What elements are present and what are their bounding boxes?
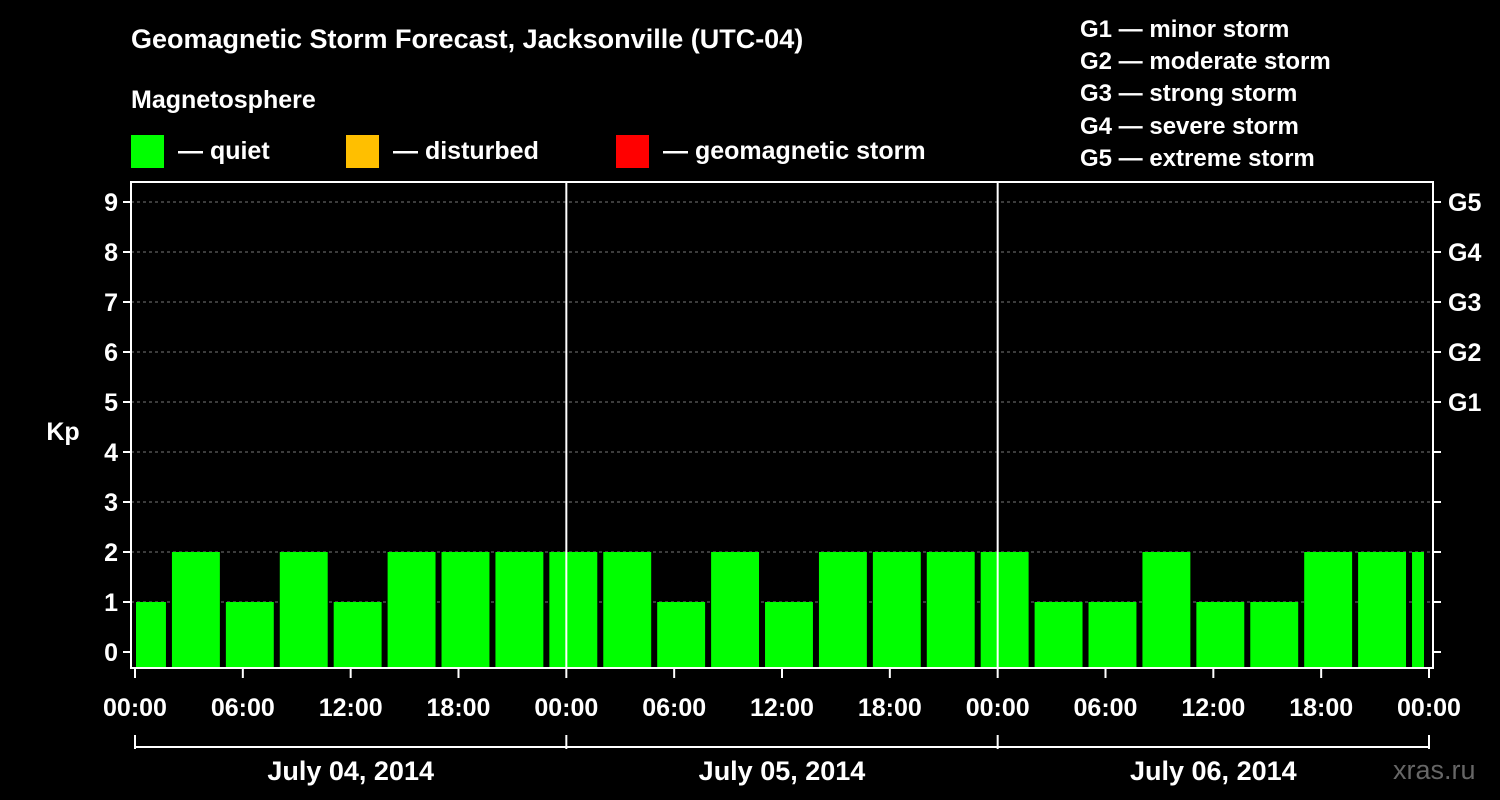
g-legend-g5: G5 — extreme storm [1080,144,1315,172]
kp-bar [1196,602,1245,668]
legend-subtitle: Magnetosphere [131,86,316,114]
kp-bar [549,552,598,668]
kp-bar [980,552,1029,668]
kp-bar [387,552,436,668]
y-tick-label: 0 [104,639,118,667]
g-legend-g1: G1 — minor storm [1080,16,1290,43]
legend-item-disturbed: — disturbed [346,134,539,168]
y-tick-label: 6 [104,339,118,367]
g-legend-g3: G3 — strong storm [1080,80,1298,108]
kp-bar [872,552,921,668]
kp-bar [818,552,867,668]
x-tick-label: 18:00 [1289,694,1353,722]
legend-item-storm: — geomagnetic storm [616,134,926,168]
x-tick-label: 00:00 [534,694,598,722]
y-tick-label: 2 [104,539,118,567]
kp-bar [1250,602,1299,668]
y-tick-label: 8 [104,239,118,267]
x-tick-label: 12:00 [319,694,383,722]
x-tick-label: 12:00 [1181,694,1245,722]
kp-bar [225,602,274,668]
legend-label-storm: — geomagnetic storm [663,136,926,165]
kp-bar [171,552,220,668]
legend-label-quiet: — quiet [178,136,270,165]
y-tick-label: 3 [104,489,118,517]
y-tick-label: 1 [104,589,118,617]
legend-item-quiet: — quiet [131,134,270,168]
y-tick-label: 7 [104,289,118,317]
y-tick-label: 9 [104,189,118,217]
legend-label-disturbed: — disturbed [393,136,539,165]
day-label: July 05, 2014 [699,756,866,786]
kp-bar [441,552,490,668]
kp-bar [1034,602,1083,668]
x-tick-label: 12:00 [750,694,814,722]
x-tick-label: 06:00 [642,694,706,722]
g-scale-legend: G1 — minor storm G2 — moderate storm G3 … [1080,14,1331,175]
x-tick-label: 00:00 [103,694,167,722]
day-label: July 06, 2014 [1130,756,1297,786]
legend-swatch-storm [616,134,649,168]
g-legend-g2: G2 — moderate storm [1080,48,1331,76]
y-tick-label: 4 [104,439,118,467]
kp-bar [1088,602,1137,668]
kp-bar [1412,552,1424,668]
g-level-label: G1 [1448,389,1481,417]
y-axis-label: Kp [46,418,79,446]
chart-title: Geomagnetic Storm Forecast, Jacksonville… [131,24,804,54]
day-label: July 04, 2014 [267,756,434,786]
kp-bar [926,552,975,668]
watermark: xras.ru [1393,755,1476,785]
g-level-label: G5 [1448,189,1481,217]
kp-bar [657,602,706,668]
kp-bar [1358,552,1407,668]
x-tick-label: 18:00 [858,694,922,722]
kp-bar [333,602,382,668]
x-tick-label: 06:00 [211,694,275,722]
g-level-label: G2 [1448,339,1481,367]
kp-bar [495,552,544,668]
kp-bar [765,602,813,668]
kp-bar [603,552,652,668]
x-tick-label: 00:00 [966,694,1030,722]
kp-bar [1304,552,1353,668]
y-tick-label: 5 [104,389,118,417]
x-tick-label: 00:00 [1397,694,1461,722]
x-tick-label: 06:00 [1074,694,1138,722]
kp-bar [711,552,760,668]
legend-swatch-disturbed [346,134,379,168]
kp-bar [1142,552,1191,668]
g-legend-g4: G4 — severe storm [1080,112,1299,140]
g-level-label: G4 [1448,239,1481,267]
kp-bar [279,552,328,668]
legend-swatch-quiet [131,134,164,168]
x-tick-label: 18:00 [427,694,491,722]
kp-bar [136,602,166,668]
g-level-label: G3 [1448,289,1481,317]
